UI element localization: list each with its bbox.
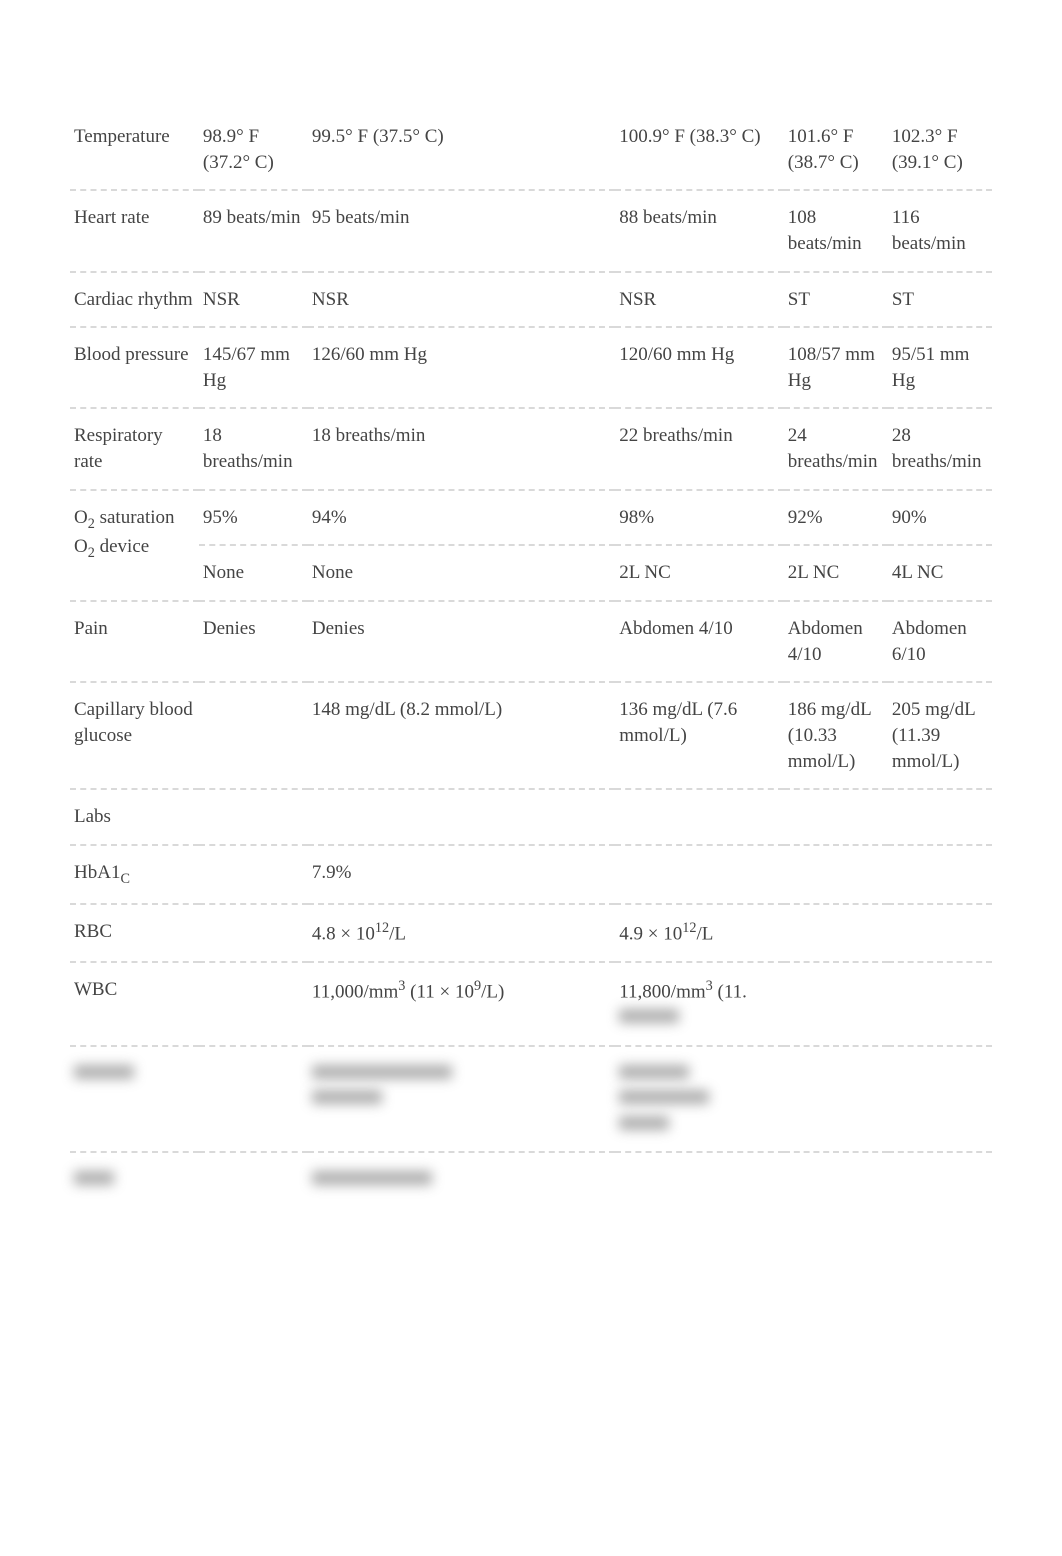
page: Temperature 98.9° F (37.2° C) 99.5° F (3…	[0, 0, 1062, 1407]
o2-device-v1: None	[199, 545, 308, 601]
cardiac-rhythm-v2: NSR	[308, 272, 615, 328]
label-o2-device: O2 device	[74, 536, 149, 557]
label-blood-pressure: Blood pressure	[70, 327, 199, 408]
pain-v1: Denies	[199, 601, 308, 682]
respiratory-rate-v4: 24 breaths/min	[784, 408, 888, 489]
row-o2-saturation: O2 saturation O2 device 95% 94% 98% 92% …	[70, 490, 992, 546]
temperature-v4: 101.6° F (38.7° C)	[784, 110, 888, 190]
blurred-v3-1	[615, 1046, 784, 1153]
hba1c-v2: 7.9%	[308, 845, 615, 904]
heart-rate-v4: 108 beats/min	[784, 190, 888, 271]
heart-rate-v5: 116 beats/min	[888, 190, 992, 271]
label-o2: O2 saturation O2 device	[70, 490, 199, 601]
capillary-glucose-v4: 186 mg/dL (10.33 mmol/L)	[784, 682, 888, 789]
respiratory-rate-v3: 22 breaths/min	[615, 408, 784, 489]
row-o2-device: None None 2L NC 2L NC 4L NC	[70, 545, 992, 601]
capillary-glucose-v2: 148 mg/dL (8.2 mmol/L)	[308, 682, 615, 789]
blood-pressure-v2: 126/60 mm Hg	[308, 327, 615, 408]
cardiac-rhythm-v5: ST	[888, 272, 992, 328]
cardiac-rhythm-v4: ST	[784, 272, 888, 328]
blurred-v2-1	[308, 1046, 615, 1153]
blurred-label-1	[70, 1046, 199, 1153]
capillary-glucose-v3: 136 mg/dL (7.6 mmol/L)	[615, 682, 784, 789]
row-cardiac-rhythm: Cardiac rhythm NSR NSR NSR ST ST	[70, 272, 992, 328]
cardiac-rhythm-v1: NSR	[199, 272, 308, 328]
label-heart-rate: Heart rate	[70, 190, 199, 271]
hba1c-v1	[199, 845, 308, 904]
wbc-v5	[888, 962, 992, 1046]
blood-pressure-v3: 120/60 mm Hg	[615, 327, 784, 408]
temperature-v5: 102.3° F (39.1° C)	[888, 110, 992, 190]
row-hba1c: HbA1C 7.9%	[70, 845, 992, 904]
o2-sat-v2: 94%	[308, 490, 615, 546]
blood-pressure-v4: 108/57 mm Hg	[784, 327, 888, 408]
hba1c-v5	[888, 845, 992, 904]
o2-sat-v3: 98%	[615, 490, 784, 546]
temperature-v2: 99.5° F (37.5° C)	[308, 110, 615, 190]
label-o2-sat: O2 saturation	[74, 507, 175, 528]
blood-pressure-v5: 95/51 mm Hg	[888, 327, 992, 408]
hba1c-v4	[784, 845, 888, 904]
pain-v3: Abdomen 4/10	[615, 601, 784, 682]
respiratory-rate-v1: 18 breaths/min	[199, 408, 308, 489]
cardiac-rhythm-v3: NSR	[615, 272, 784, 328]
blood-pressure-v1: 145/67 mm Hg	[199, 327, 308, 408]
temperature-v3: 100.9° F (38.3° C)	[615, 110, 784, 190]
label-cardiac-rhythm: Cardiac rhythm	[70, 272, 199, 328]
o2-device-v3: 2L NC	[615, 545, 784, 601]
o2-sat-v5: 90%	[888, 490, 992, 546]
rbc-v1	[199, 904, 308, 962]
capillary-glucose-v5: 205 mg/dL (11.39 mmol/L)	[888, 682, 992, 789]
wbc-v4	[784, 962, 888, 1046]
wbc-v1	[199, 962, 308, 1046]
label-hba1c: HbA1C	[70, 845, 199, 904]
hba1c-v3	[615, 845, 784, 904]
rbc-v5	[888, 904, 992, 962]
label-wbc: WBC	[70, 962, 199, 1046]
row-respiratory-rate: Respiratory rate 18 breaths/min 18 breat…	[70, 408, 992, 489]
row-temperature: Temperature 98.9° F (37.2° C) 99.5° F (3…	[70, 110, 992, 190]
label-capillary-glucose: Capillary blood glucose	[70, 682, 199, 789]
blurred-text	[619, 1005, 679, 1031]
capillary-glucose-v1	[199, 682, 308, 789]
blurred-v2-2	[308, 1152, 615, 1207]
row-labs-header: Labs	[70, 789, 992, 845]
row-blurred-2	[70, 1152, 992, 1207]
temperature-v1: 98.9° F (37.2° C)	[199, 110, 308, 190]
label-rbc: RBC	[70, 904, 199, 962]
row-heart-rate: Heart rate 89 beats/min 95 beats/min 88 …	[70, 190, 992, 271]
blurred-label-2	[70, 1152, 199, 1207]
o2-device-v2: None	[308, 545, 615, 601]
row-capillary-glucose: Capillary blood glucose 148 mg/dL (8.2 m…	[70, 682, 992, 789]
wbc-v3: 11,800/mm3 (11.	[615, 962, 784, 1046]
label-pain: Pain	[70, 601, 199, 682]
heart-rate-v3: 88 beats/min	[615, 190, 784, 271]
rbc-v3: 4.9 × 1012/L	[615, 904, 784, 962]
rbc-v4	[784, 904, 888, 962]
vitals-table: Temperature 98.9° F (37.2° C) 99.5° F (3…	[70, 110, 992, 1207]
pain-v2: Denies	[308, 601, 615, 682]
o2-device-v4: 2L NC	[784, 545, 888, 601]
label-labs: Labs	[70, 789, 992, 845]
o2-device-v5: 4L NC	[888, 545, 992, 601]
o2-sat-v1: 95%	[199, 490, 308, 546]
pain-v4: Abdomen 4/10	[784, 601, 888, 682]
row-rbc: RBC 4.8 × 1012/L 4.9 × 1012/L	[70, 904, 992, 962]
respiratory-rate-v2: 18 breaths/min	[308, 408, 615, 489]
rbc-v2: 4.8 × 1012/L	[308, 904, 615, 962]
row-pain: Pain Denies Denies Abdomen 4/10 Abdomen …	[70, 601, 992, 682]
heart-rate-v1: 89 beats/min	[199, 190, 308, 271]
row-blurred-1	[70, 1046, 992, 1153]
pain-v5: Abdomen 6/10	[888, 601, 992, 682]
o2-sat-v4: 92%	[784, 490, 888, 546]
label-respiratory-rate: Respiratory rate	[70, 408, 199, 489]
row-wbc: WBC 11,000/mm3 (11 × 109/L) 11,800/mm3 (…	[70, 962, 992, 1046]
heart-rate-v2: 95 beats/min	[308, 190, 615, 271]
row-blood-pressure: Blood pressure 145/67 mm Hg 126/60 mm Hg…	[70, 327, 992, 408]
wbc-v2: 11,000/mm3 (11 × 109/L)	[308, 962, 615, 1046]
respiratory-rate-v5: 28 breaths/min	[888, 408, 992, 489]
label-temperature: Temperature	[70, 110, 199, 190]
